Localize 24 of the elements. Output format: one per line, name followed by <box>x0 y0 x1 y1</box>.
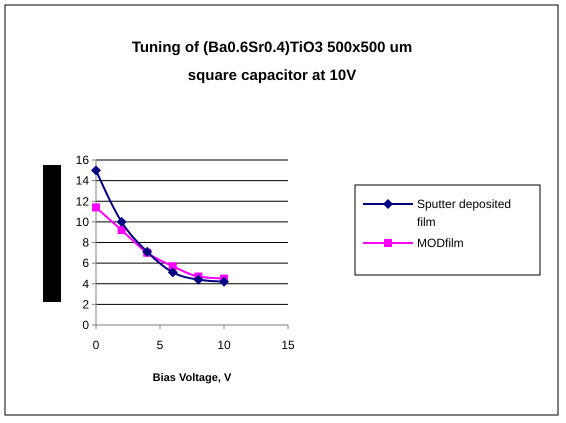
x-axis-title: Bias Voltage, V <box>152 372 232 384</box>
y-tick-label: 10 <box>76 214 90 229</box>
point <box>168 267 178 278</box>
y-tick-label: 6 <box>82 256 90 270</box>
y-tick-label: 16 <box>76 153 90 167</box>
point <box>116 216 127 227</box>
y-tick-label: 0 <box>82 318 90 332</box>
x-tick-label: 5 <box>156 338 164 352</box>
y-tick-label: 2 <box>82 297 90 312</box>
x-tick-label: 10 <box>217 338 231 352</box>
point <box>91 165 101 176</box>
point <box>193 274 204 285</box>
y-tick-label: 14 <box>76 174 90 188</box>
point <box>92 203 100 212</box>
legend-label: MODfilm <box>417 236 464 250</box>
legend-label: Sputter deposited film <box>417 197 512 229</box>
point <box>118 226 126 234</box>
y-tick-label: 4 <box>82 276 90 291</box>
chart-title: Tuning of (Ba0.6Sr0.4)TiO3 500x500 um square capacitor at 10V <box>132 39 412 84</box>
point <box>219 276 229 287</box>
y-tick-label: 8 <box>82 236 90 250</box>
y-tick-label: 12 <box>76 194 90 208</box>
x-tick-label: 15 <box>281 338 295 352</box>
x-tick-label: 0 <box>92 338 100 352</box>
